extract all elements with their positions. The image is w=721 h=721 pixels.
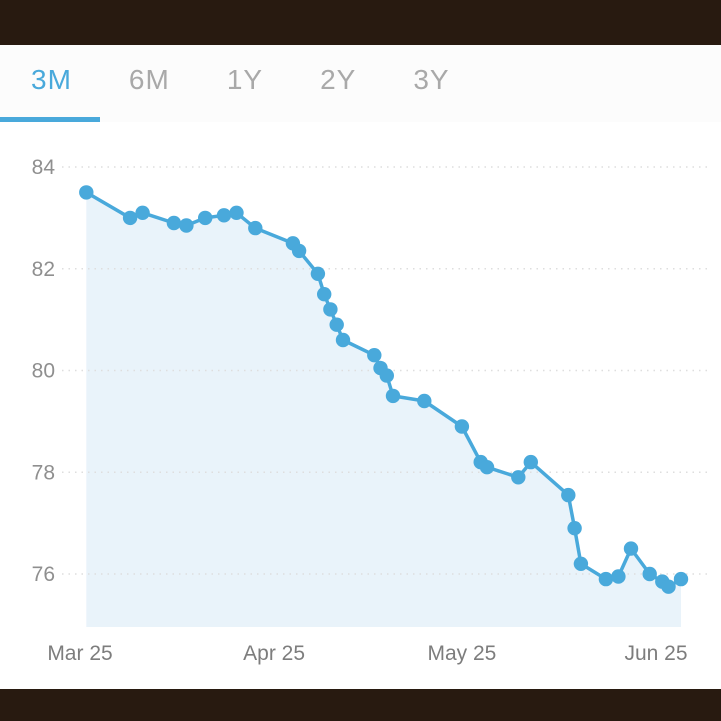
chart-point bbox=[122, 210, 138, 226]
tab-1y[interactable]: 1Y bbox=[226, 63, 264, 95]
y-axis-label: 76 bbox=[32, 563, 55, 586]
x-axis-label: Jun 25 bbox=[624, 642, 687, 665]
chart-area[interactable]: 84 82 80 78 76 Mar 25 Apr 25 May 25 Jun 25 bbox=[0, 122, 721, 689]
chart-point bbox=[216, 208, 232, 223]
chart-point bbox=[642, 566, 657, 582]
chart-point bbox=[567, 521, 582, 536]
y-axis-label: 78 bbox=[32, 461, 55, 484]
chart-point bbox=[523, 454, 538, 470]
chart-point bbox=[198, 210, 213, 226]
chart-point bbox=[179, 218, 194, 233]
chart-point bbox=[229, 205, 244, 220]
chart-point bbox=[79, 185, 94, 200]
bottom-frame-bar bbox=[0, 689, 721, 721]
y-axis-label: 80 bbox=[32, 360, 55, 383]
line-chart[interactable]: 84 82 80 78 76 Mar 25 Apr 25 May 25 Jun 25 bbox=[0, 122, 721, 689]
chart-point bbox=[385, 388, 401, 404]
tab-3m[interactable]: 3M bbox=[31, 63, 72, 95]
chart-point bbox=[135, 205, 150, 220]
chart-point bbox=[561, 487, 576, 503]
chart-point bbox=[166, 215, 182, 231]
y-axis-label: 82 bbox=[32, 258, 55, 281]
chart-point bbox=[598, 571, 614, 587]
tab-3y[interactable]: 3Y bbox=[413, 63, 450, 95]
chart-point bbox=[511, 470, 526, 485]
chart-point bbox=[335, 332, 351, 348]
chart-point bbox=[329, 317, 344, 332]
chart-point bbox=[661, 579, 676, 594]
top-frame-bar bbox=[0, 0, 721, 45]
chart-point bbox=[573, 556, 589, 571]
x-axis-label: Mar 25 bbox=[47, 642, 112, 665]
chart-point bbox=[673, 571, 689, 587]
tab-2y[interactable]: 2Y bbox=[320, 63, 357, 95]
tab-6m[interactable]: 6M bbox=[128, 63, 170, 95]
chart-point bbox=[417, 393, 432, 409]
chart-point bbox=[454, 419, 470, 434]
chart-point bbox=[323, 302, 338, 317]
chart-point bbox=[310, 266, 326, 281]
chart-point bbox=[623, 541, 639, 556]
chart-area-fill bbox=[86, 192, 682, 627]
chart-point bbox=[479, 460, 495, 475]
x-axis-label: May 25 bbox=[427, 642, 496, 665]
chart-point bbox=[379, 368, 394, 383]
active-tab-underline bbox=[0, 117, 100, 122]
chart-point bbox=[367, 348, 382, 363]
chart-point bbox=[317, 287, 332, 302]
chart-point bbox=[248, 220, 263, 236]
chart-point bbox=[611, 569, 626, 584]
x-axis-label: Apr 25 bbox=[243, 642, 305, 665]
chart-point bbox=[291, 243, 307, 259]
time-range-tabs: 3M 6M 1Y 2Y 3Y bbox=[0, 45, 721, 122]
y-axis-label: 84 bbox=[32, 156, 56, 179]
